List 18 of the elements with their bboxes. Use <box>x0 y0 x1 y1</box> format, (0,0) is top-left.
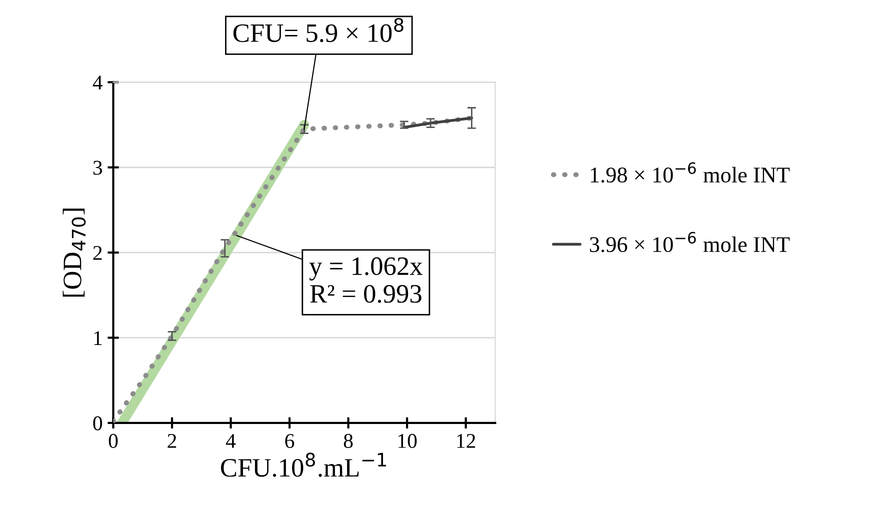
legend-label: 1.98 × 10$^{−6}$ mole INT <box>590 162 790 183</box>
x-tick-label: 8 <box>344 434 353 448</box>
x-tick-label: 6 <box>285 434 294 448</box>
annotation: y = 1.062x R² = 0.993 <box>309 257 423 303</box>
legend-label: 3.96 × 10$^{−6}$ mole INT <box>590 232 790 252</box>
annotation: CFU= 5.9 × 10$^{8}$ <box>233 18 404 42</box>
y-tick-label: 2 <box>93 246 102 260</box>
y-tick-label: 1 <box>94 331 102 345</box>
x-tick-label: 4 <box>226 434 236 448</box>
x-tick-label: 0 <box>108 434 118 448</box>
y-axis-title: [OD$_{470}$] <box>62 208 86 297</box>
y-tick-label: 3 <box>93 160 102 175</box>
x-tick-label: 2 <box>168 434 176 448</box>
x-axis-title: CFU.10$^{8}$.mL$^{−1}$ <box>221 452 386 477</box>
x-tick-label: 10 <box>398 434 417 448</box>
y-tick-label: 4 <box>92 76 103 90</box>
y-tick-label: 0 <box>93 416 102 430</box>
x-tick-label: 12 <box>457 434 476 448</box>
